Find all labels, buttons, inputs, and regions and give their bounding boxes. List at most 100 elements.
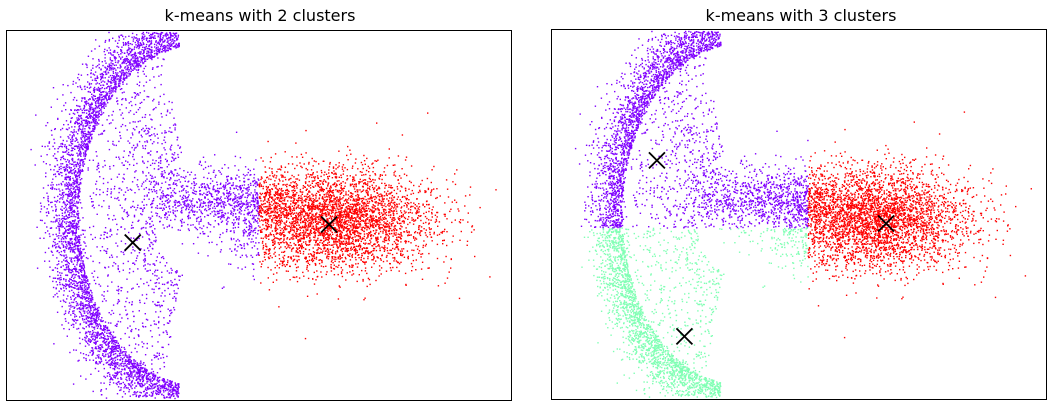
scatter-point bbox=[65, 254, 67, 256]
scatter-point bbox=[80, 108, 82, 110]
scatter-point bbox=[95, 180, 98, 183]
scatter-point bbox=[176, 139, 178, 141]
scatter-point bbox=[138, 375, 140, 377]
scatter-point bbox=[80, 271, 83, 273]
scatter-point bbox=[80, 170, 82, 172]
scatter-point bbox=[99, 250, 102, 252]
scatter-point bbox=[89, 331, 92, 333]
scatter-point bbox=[105, 103, 107, 105]
scatter-point bbox=[137, 334, 139, 336]
scatter-point bbox=[138, 372, 140, 374]
scatter-point bbox=[150, 253, 152, 255]
scatter-point bbox=[170, 170, 172, 172]
scatter-point bbox=[92, 352, 94, 354]
scatter-point bbox=[148, 135, 151, 137]
scatter-point bbox=[83, 274, 86, 276]
scatter-point bbox=[166, 262, 168, 264]
scatter-point bbox=[131, 304, 133, 306]
scatter-point bbox=[87, 283, 90, 285]
scatter-point bbox=[71, 183, 73, 185]
scatter-point bbox=[121, 317, 123, 319]
scatter-point bbox=[61, 243, 63, 245]
scatter-point bbox=[69, 245, 71, 247]
scatter-point bbox=[90, 117, 92, 119]
scatter-point bbox=[88, 284, 90, 287]
scatter-point bbox=[91, 102, 93, 104]
scatter-point bbox=[155, 282, 158, 284]
scatter-point bbox=[60, 218, 63, 220]
scatter-point bbox=[233, 223, 235, 225]
scatter-point bbox=[68, 312, 70, 314]
scatter-point bbox=[118, 367, 120, 370]
scatter-point bbox=[84, 272, 86, 274]
scatter-point bbox=[172, 389, 174, 391]
scatter-point bbox=[118, 381, 120, 383]
scatter-point bbox=[73, 246, 75, 248]
scatter-point bbox=[41, 145, 43, 147]
scatter-point bbox=[71, 135, 74, 137]
scatter-point bbox=[55, 157, 58, 160]
scatter-point bbox=[170, 280, 172, 282]
scatter-point bbox=[77, 248, 80, 251]
scatter-point bbox=[71, 198, 73, 201]
scatter-point bbox=[114, 359, 117, 361]
scatter-point bbox=[131, 49, 134, 51]
scatter-point bbox=[144, 147, 146, 150]
scatter-point bbox=[117, 372, 119, 374]
scatter-point bbox=[169, 39, 171, 41]
scatter-point bbox=[74, 280, 76, 282]
scatter-point bbox=[64, 183, 66, 186]
scatter-point bbox=[76, 244, 78, 247]
scatter-point bbox=[63, 254, 65, 257]
scatter-point bbox=[150, 181, 152, 183]
scatter-point bbox=[63, 313, 66, 316]
scatter-point bbox=[68, 241, 71, 243]
scatter-point bbox=[83, 137, 86, 139]
scatter-point bbox=[77, 192, 80, 195]
scatter-point bbox=[157, 49, 160, 52]
scatter-point bbox=[68, 161, 70, 163]
scatter-point bbox=[74, 189, 77, 191]
scatter-point bbox=[152, 375, 155, 377]
scatter-point bbox=[154, 397, 156, 399]
scatter-point bbox=[105, 71, 107, 74]
scatter-point bbox=[68, 271, 70, 273]
scatter-point bbox=[71, 257, 73, 259]
scatter-point bbox=[80, 141, 83, 143]
scatter-point bbox=[140, 65, 142, 68]
scatter-point bbox=[101, 394, 103, 396]
scatter-point bbox=[102, 80, 104, 82]
scatter-point bbox=[144, 258, 146, 260]
scatter-point bbox=[72, 169, 75, 171]
scatter-point bbox=[178, 43, 180, 45]
scatter-point bbox=[58, 168, 60, 171]
scatter-point bbox=[117, 196, 119, 199]
scatter-point bbox=[115, 64, 117, 66]
scatter-point bbox=[54, 204, 56, 206]
scatter-point bbox=[114, 364, 116, 366]
scatter-point bbox=[121, 207, 123, 209]
scatter-point bbox=[54, 241, 56, 244]
scatter-point bbox=[180, 204, 182, 206]
scatter-point bbox=[131, 54, 134, 56]
scatter-point bbox=[112, 335, 114, 337]
scatter-point bbox=[48, 212, 50, 214]
scatter-point bbox=[170, 192, 172, 194]
scatter-point bbox=[160, 112, 162, 115]
scatter-point bbox=[65, 145, 68, 148]
scatter-point bbox=[66, 335, 68, 337]
scatter-point bbox=[113, 376, 115, 378]
scatter-point bbox=[82, 217, 84, 219]
scatter-point bbox=[135, 57, 138, 60]
scatter-point bbox=[112, 304, 115, 306]
scatter-point bbox=[120, 346, 123, 348]
scatter-point bbox=[111, 336, 114, 338]
scatter-point bbox=[81, 287, 83, 289]
scatter-point bbox=[73, 129, 75, 131]
scatter-point bbox=[167, 34, 169, 36]
scatter-point bbox=[98, 350, 101, 353]
scatter-point bbox=[101, 300, 104, 303]
scatter-point bbox=[177, 395, 179, 397]
scatter-point bbox=[133, 337, 135, 339]
scatter-point bbox=[142, 395, 144, 398]
